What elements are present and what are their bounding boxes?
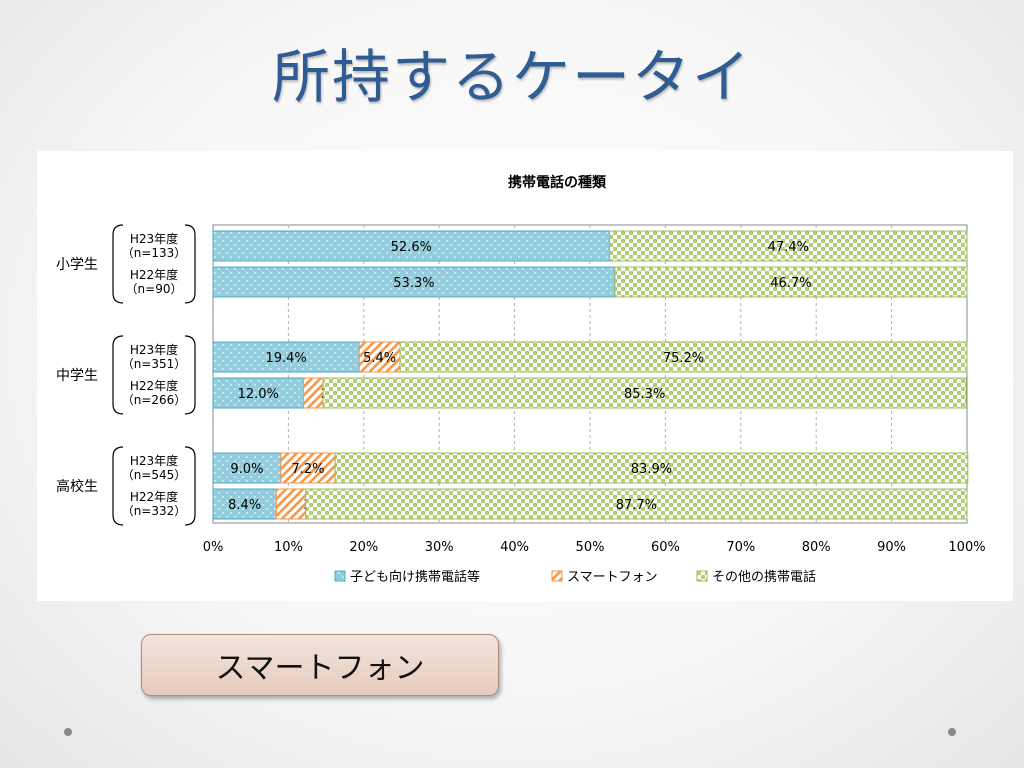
- row-label-year: H23年度: [130, 453, 178, 468]
- bar-segment: [212, 341, 360, 373]
- data-label: 5.4%: [363, 351, 396, 366]
- bracket-right: [184, 335, 196, 415]
- stacked-bar-chart: 携帯電話の種類 0% 10% 20% 30% 40% 50% 60% 70% 80% 90% 100…: [56, 174, 986, 585]
- group-label: 小学生: [56, 257, 98, 273]
- data-label: 9.0%: [230, 462, 263, 477]
- x-tick-label: 50%: [576, 540, 605, 555]
- legend-swatch: [551, 570, 563, 582]
- row-label-n: （n=133）: [122, 246, 187, 260]
- bullet-dot-left: [64, 728, 72, 736]
- bracket-left: [112, 224, 124, 304]
- row-label-year: H23年度: [130, 231, 178, 246]
- row-label-n: （n=332）: [122, 504, 187, 518]
- row-label-n: （n=266）: [122, 393, 187, 407]
- bar-segment: [358, 341, 401, 373]
- bar-segment: [399, 341, 968, 373]
- bracket-left: [112, 446, 124, 526]
- data-label: 47.4%: [768, 240, 809, 255]
- row-label-n: （n=90）: [126, 282, 183, 296]
- x-tick-label: 40%: [500, 540, 529, 555]
- bar-segment: [305, 488, 968, 520]
- chart-title: 携帯電話の種類: [508, 174, 607, 191]
- x-tick-label: 10%: [274, 540, 303, 555]
- data-label: 52.6%: [391, 240, 432, 255]
- bar-segment: [614, 266, 968, 298]
- bar-segment: [334, 452, 969, 484]
- x-tick-label: 90%: [877, 540, 906, 555]
- bar-segment: [212, 452, 282, 484]
- bar-segment: [280, 452, 336, 484]
- data-label: 53.3%: [393, 276, 434, 291]
- x-tick-label: 60%: [651, 540, 680, 555]
- bar-segment: [322, 377, 967, 409]
- group-label: 高校生: [56, 478, 98, 495]
- x-tick-label: 30%: [425, 540, 454, 555]
- bullet-dot-right: [948, 728, 956, 736]
- group-label: 中学生: [56, 368, 98, 384]
- x-tick-label: 20%: [349, 540, 378, 555]
- data-label: 85.3%: [624, 387, 665, 402]
- bar-segment: [275, 488, 307, 520]
- row-label-year: H22年度: [130, 267, 178, 282]
- data-label: 87.7%: [616, 498, 657, 513]
- row-label-year: H22年度: [130, 378, 178, 393]
- bar-segment: [609, 230, 968, 262]
- plot-area: 0%10%20%30%40%50%60%70%80%90%100%52.6%-4…: [56, 224, 986, 585]
- legend-swatch: [334, 570, 346, 582]
- data-label: 75.2%: [663, 351, 704, 366]
- x-tick-label: 80%: [802, 540, 831, 555]
- data-label: 83.9%: [631, 462, 672, 477]
- row-label-n: （n=351）: [122, 357, 187, 371]
- row-label-year: H23年度: [130, 342, 178, 357]
- bar-segment: [212, 488, 277, 520]
- legend-label: スマートフォン: [567, 570, 658, 585]
- data-label: 7.2%: [291, 462, 324, 477]
- legend-label: 子ども向け携帯電話等: [350, 569, 480, 585]
- bracket-right: [184, 224, 196, 304]
- bracket-left: [112, 335, 124, 415]
- row-label-year: H22年度: [130, 489, 178, 504]
- x-tick-label: 0%: [203, 540, 224, 555]
- bracket-right: [184, 446, 196, 526]
- legend-label: その他の携帯電話: [712, 569, 816, 585]
- slide-title: 所持するケータイ: [271, 43, 752, 111]
- x-tick-label: 100%: [948, 540, 985, 555]
- row-label-n: （n=545）: [122, 468, 187, 482]
- data-label: 46.7%: [770, 276, 811, 291]
- data-label: 12.0%: [238, 387, 279, 402]
- legend-swatch: [696, 570, 708, 582]
- x-tick-label: 70%: [726, 540, 755, 555]
- callout-box: スマートフォン: [141, 634, 499, 696]
- data-label: 19.4%: [265, 351, 306, 366]
- chart-panel: 携帯電話の種類 0% 10% 20% 30% 40% 50% 60% 70% 80% 90% 100…: [37, 151, 1013, 601]
- data-label: 8.4%: [228, 498, 261, 513]
